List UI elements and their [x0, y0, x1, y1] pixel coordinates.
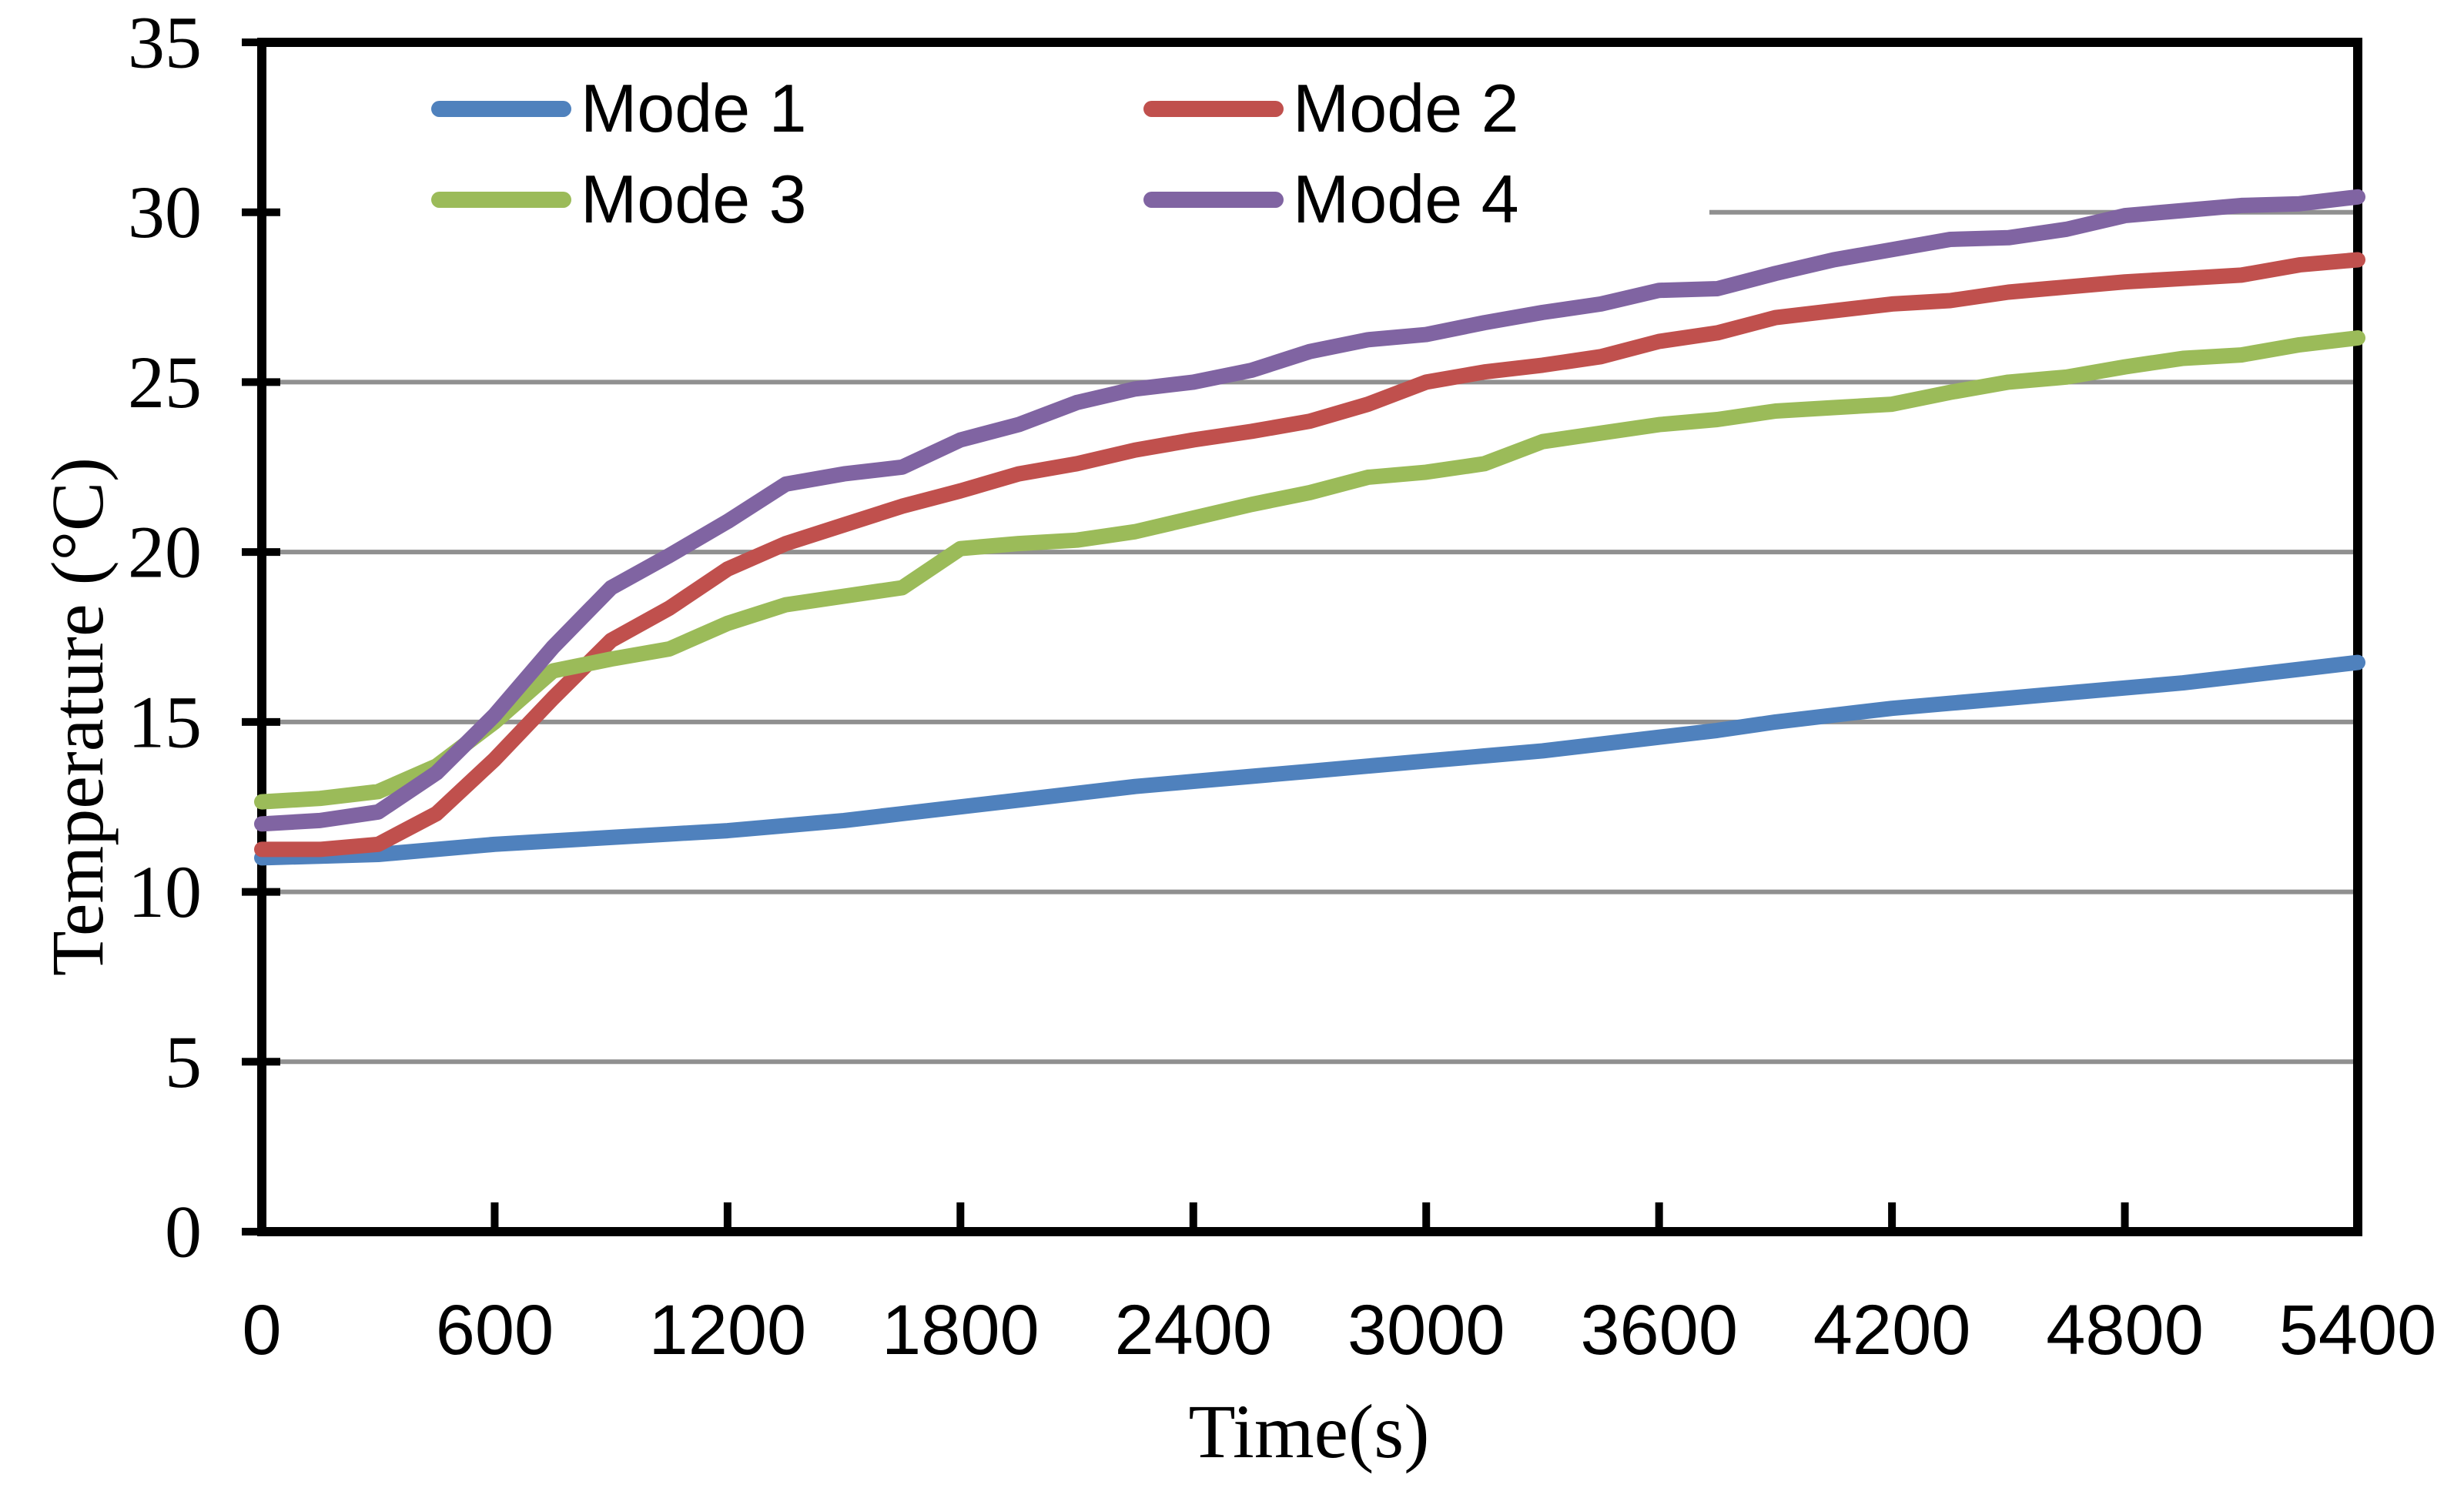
- x-tick-label-3600: 3600: [1580, 1291, 1738, 1369]
- y-tick-label-10: 10: [128, 851, 202, 933]
- y-tick-label-35: 35: [128, 2, 202, 84]
- x-axis-title: Time(s): [1188, 1389, 1430, 1474]
- y-axis-title: Temperature (°C): [36, 457, 119, 977]
- legend-label-mode2: Mode 2: [1293, 70, 1519, 146]
- legend-label-mode1: Mode 1: [581, 70, 807, 146]
- series-line-mode3: [254, 330, 2365, 810]
- y-tick-label-20: 20: [128, 511, 202, 594]
- mode3-line-swatch: [431, 191, 571, 208]
- legend-entry-mode3: Mode 3: [431, 154, 1143, 245]
- x-tick-label-5400: 5400: [2279, 1291, 2437, 1369]
- y-tick-label-5: 5: [165, 1021, 202, 1103]
- y-tick-label-30: 30: [128, 171, 202, 253]
- series-line-mode2: [254, 252, 2365, 858]
- y-tick-label-15: 15: [128, 680, 202, 763]
- series-line-mode4: [254, 189, 2365, 832]
- x-tick-label-4800: 4800: [2046, 1291, 2204, 1369]
- legend-entry-mode2: Mode 2: [1143, 63, 1709, 154]
- x-tick-label-1800: 1800: [882, 1291, 1040, 1369]
- series-line-mode1: [254, 654, 2365, 866]
- legend-label-mode3: Mode 3: [581, 161, 807, 237]
- x-tick-label-3000: 3000: [1348, 1291, 1505, 1369]
- legend: Mode 1 Mode 2 Mode 3 Mode 4: [431, 63, 1709, 248]
- x-tick-label-600: 600: [436, 1291, 554, 1369]
- x-tick-label-0: 0: [242, 1291, 281, 1369]
- x-tick-label-1200: 1200: [649, 1291, 807, 1369]
- mode1-line-swatch: [431, 100, 571, 117]
- x-tick-label-2400: 2400: [1114, 1291, 1272, 1369]
- x-tick-label-4200: 4200: [1813, 1291, 1971, 1369]
- legend-label-mode4: Mode 4: [1293, 161, 1519, 237]
- plot-border: [257, 38, 2362, 1236]
- mode2-line-swatch: [1143, 100, 1284, 117]
- mode4-line-swatch: [1143, 191, 1284, 208]
- y-tick-label-25: 25: [128, 341, 202, 423]
- legend-entry-mode1: Mode 1: [431, 63, 1143, 154]
- legend-entry-mode4: Mode 4: [1143, 154, 1709, 245]
- y-tick-label-0: 0: [165, 1191, 202, 1273]
